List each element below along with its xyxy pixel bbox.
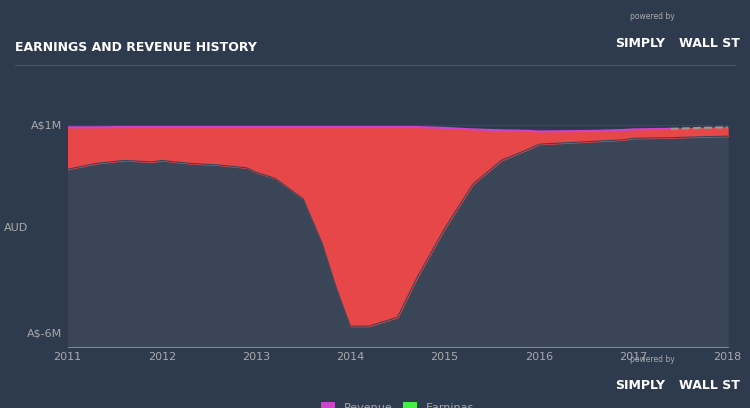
Legend: Revenue, Earninas: Revenue, Earninas xyxy=(316,398,478,408)
Text: SIMPLY: SIMPLY xyxy=(615,379,665,392)
Text: SIMPLY: SIMPLY xyxy=(615,37,665,50)
Text: powered by: powered by xyxy=(630,355,675,364)
Text: powered by: powered by xyxy=(630,12,675,21)
Text: EARNINGS AND REVENUE HISTORY: EARNINGS AND REVENUE HISTORY xyxy=(15,41,256,54)
Y-axis label: AUD: AUD xyxy=(4,224,28,233)
Text: WALL ST: WALL ST xyxy=(679,379,740,392)
Text: WALL ST: WALL ST xyxy=(679,37,740,50)
